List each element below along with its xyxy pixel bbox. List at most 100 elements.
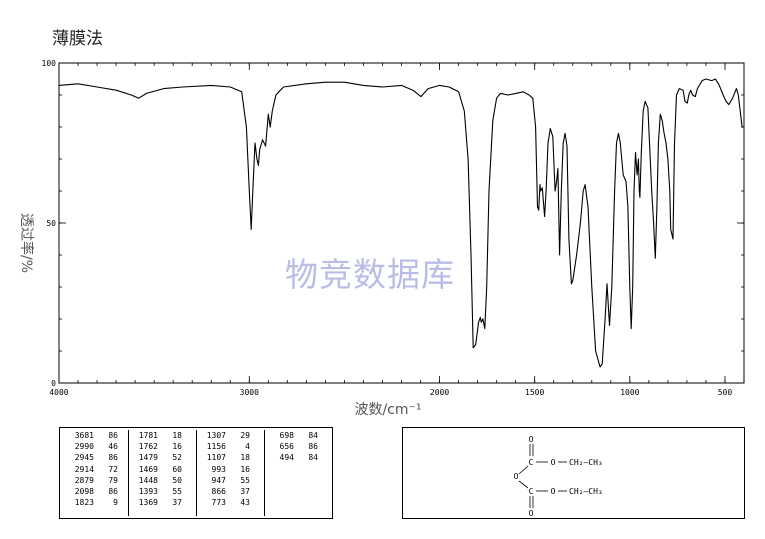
peak-wavenumber: 1781 — [138, 431, 158, 440]
peak-row: 1107 18 — [196, 452, 264, 463]
peak-row: 2098 86 — [64, 486, 128, 497]
peak-transmittance: 84 — [308, 453, 318, 463]
peak-row: 2879 79 — [64, 475, 128, 486]
peak-transmittance: 86 — [108, 486, 118, 496]
peak-row: 3681 86 — [64, 430, 128, 441]
peak-row: 1762 16 — [128, 441, 196, 452]
peak-wavenumber: 656 — [279, 442, 294, 452]
y-tick-label: 0 — [51, 379, 56, 388]
peak-wavenumber: 1823 — [74, 498, 94, 508]
peak-wavenumber: 2990 — [74, 442, 94, 452]
peak-column: 1307 29 1156 4 1107 18 993 16 947 55 866 37 773 43 — [196, 430, 265, 516]
page-title: 薄膜法 — [52, 29, 103, 49]
peak-transmittance: 55 — [240, 475, 250, 485]
peak-transmittance: 86 — [108, 453, 118, 463]
peak-wavenumber: 1448 — [138, 475, 158, 485]
peak-transmittance: 72 — [108, 464, 118, 474]
watermark-text: 物竞数据库 — [285, 255, 455, 294]
x-tick-label: 500 — [718, 388, 733, 397]
plot-frame — [58, 62, 745, 384]
peak-transmittance: 18 — [172, 431, 182, 440]
peak-transmittance: 16 — [172, 442, 182, 452]
structure-top-carbon: C — [529, 458, 534, 467]
structure-box: O C O CH₂—CH₃ O C O CH₂—CH₃ O — [402, 427, 745, 519]
peak-transmittance: 46 — [108, 442, 118, 452]
structure-bottom-ester-oxygen: O — [551, 487, 556, 496]
x-axis-title: 波数/cm⁻¹ — [354, 402, 421, 418]
y-axis-title: 透过率/% — [18, 213, 35, 273]
peak-wavenumber: 2914 — [74, 464, 94, 474]
peak-transmittance: 86 — [108, 431, 118, 440]
spectrum-line — [58, 78, 744, 368]
peak-row: 1781 18 — [128, 430, 196, 441]
peak-wavenumber: 698 — [279, 431, 294, 440]
peak-row: 698 84 — [264, 430, 330, 441]
peak-row: 1393 55 — [128, 486, 196, 497]
peak-row: 1156 4 — [196, 441, 264, 452]
peak-wavenumber: 947 — [211, 475, 226, 485]
peak-transmittance: 60 — [172, 464, 182, 474]
peak-row: 1823 9 — [64, 497, 128, 508]
peak-row: 773 43 — [196, 497, 264, 508]
x-tick-label: 3000 — [240, 388, 259, 397]
peak-wavenumber: 2945 — [74, 453, 94, 463]
structure-top-ester-oxygen: O — [551, 458, 556, 467]
peak-transmittance: 52 — [172, 453, 182, 463]
peak-transmittance: 16 — [240, 464, 250, 474]
peak-row: 947 55 — [196, 475, 264, 486]
y-tick-label: 100 — [42, 59, 57, 68]
peak-transmittance: 43 — [240, 498, 250, 508]
ir-spectrum-chart: 4000 3000 2000 1500 1000 500 0 50 100 波数/cm⁻¹ 透过… — [18, 59, 745, 418]
peak-row: 993 16 — [196, 464, 264, 475]
peak-transmittance: 50 — [172, 475, 182, 485]
peak-wavenumber: 494 — [279, 453, 294, 463]
peak-row: 656 86 — [264, 441, 330, 452]
peak-transmittance: 37 — [172, 498, 182, 508]
peak-row: 1307 29 — [196, 430, 264, 441]
x-tick-label: 1000 — [620, 388, 639, 397]
peak-row: 1469 60 — [128, 464, 196, 475]
peak-wavenumber: 2098 — [74, 486, 94, 496]
peak-transmittance: 9 — [113, 498, 118, 508]
peak-wavenumber: 2879 — [74, 475, 94, 485]
x-tick-label: 1500 — [525, 388, 544, 397]
peak-wavenumber: 1479 — [138, 453, 158, 463]
axis-ticks — [58, 62, 744, 384]
peak-table: 3681 86 2990 46 2945 86 2914 72 2879 79 2098 86 1823… — [59, 427, 333, 519]
peak-row: 1448 50 — [128, 475, 196, 486]
peak-wavenumber: 1156 — [206, 442, 226, 452]
structure-bottom-carbon: C — [529, 487, 534, 496]
axis-tick-labels: 4000 3000 2000 1500 1000 500 0 50 100 — [42, 59, 733, 397]
peak-row: 1369 37 — [128, 497, 196, 508]
peak-wavenumber: 1469 — [138, 464, 158, 474]
peak-transmittance: 86 — [308, 442, 318, 452]
peak-wavenumber: 993 — [211, 464, 226, 474]
peak-wavenumber: 3681 — [74, 431, 94, 440]
peak-wavenumber: 1307 — [206, 431, 226, 440]
peak-column: 698 84 656 86 494 84 — [264, 430, 330, 516]
peak-transmittance: 29 — [240, 431, 250, 440]
diethyl-pyrocarbonate-structure: O C O CH₂—CH₃ O C O CH₂—CH₃ O — [514, 435, 603, 518]
peak-wavenumber: 1762 — [138, 442, 158, 452]
peak-wavenumber: 1107 — [206, 453, 226, 463]
x-tick-label: 4000 — [49, 388, 68, 397]
peak-row: 2914 72 — [64, 464, 128, 475]
peak-transmittance: 84 — [308, 431, 318, 440]
peak-row: 494 84 — [264, 452, 330, 463]
peak-wavenumber: 866 — [211, 486, 226, 496]
structure-bridge-oxygen: O — [514, 472, 519, 481]
peak-wavenumber: 773 — [211, 498, 226, 508]
x-tick-label: 2000 — [430, 388, 449, 397]
peak-transmittance: 18 — [240, 453, 250, 463]
peak-wavenumber: 1393 — [138, 486, 158, 496]
peak-transmittance: 4 — [245, 442, 250, 452]
structure-top-carbonyl-oxygen: O — [529, 435, 534, 444]
peak-row: 2945 86 — [64, 452, 128, 463]
peak-row: 2990 46 — [64, 441, 128, 452]
peak-row: 1479 52 — [128, 452, 196, 463]
y-tick-label: 50 — [46, 219, 56, 228]
structure-top-ethyl: CH₂—CH₃ — [569, 458, 603, 467]
peak-column: 1781 18 1762 16 1479 52 1469 60 1448 50 1393 55 1369… — [128, 430, 197, 516]
peak-transmittance: 79 — [108, 475, 118, 485]
peak-column: 3681 86 2990 46 2945 86 2914 72 2879 79 2098 86 1823… — [64, 430, 129, 516]
